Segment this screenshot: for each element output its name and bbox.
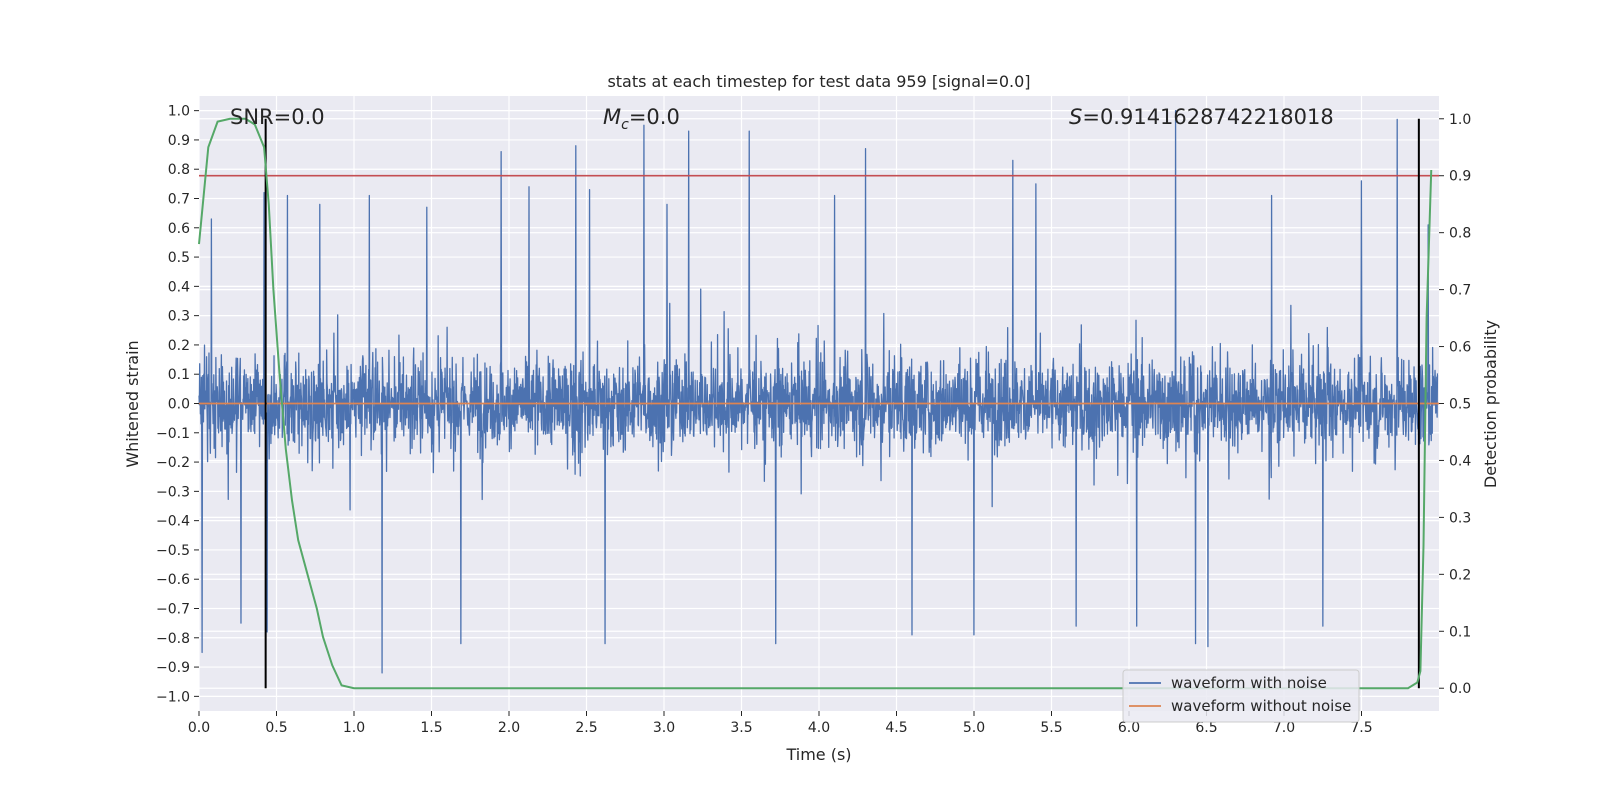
y-tick-label: −0.6: [156, 572, 190, 588]
y2-axis-label: Detection probability: [1481, 320, 1500, 488]
y-tick-label: −0.8: [156, 631, 190, 647]
y2-tick-label: 0.0: [1449, 681, 1471, 697]
y-tick-label: −0.1: [156, 426, 190, 442]
y-tick-label: −1.0: [156, 689, 190, 705]
score-annotation: S=0.9141628742218018: [1069, 105, 1334, 129]
y-tick-label: −0.9: [156, 660, 190, 676]
score-value: =0.9141628742218018: [1082, 105, 1333, 129]
x-tick-label: 3.0: [653, 720, 675, 736]
y2-tick-label: 0.7: [1449, 283, 1471, 299]
y-tick-label: 0.0: [168, 397, 190, 413]
y2-tick-label: 0.2: [1449, 567, 1471, 583]
x-tick-label: 4.0: [808, 720, 830, 736]
y-tick-label: 0.1: [168, 367, 190, 383]
chirp-mass-subscript: c: [621, 117, 629, 133]
x-tick-label: 2.5: [575, 720, 597, 736]
x-tick-label: 4.5: [885, 720, 907, 736]
chirp-mass-annotation: Mc=0.0: [603, 105, 680, 133]
y-tick-label: −0.4: [156, 514, 190, 530]
x-tick-label: 0.5: [265, 720, 287, 736]
legend-label-noisy: waveform with noise: [1171, 674, 1327, 692]
legend-label-clean: waveform without noise: [1171, 697, 1351, 715]
x-axis-label: Time (s): [785, 745, 851, 764]
detection-probability-line: [198, 117, 1433, 690]
y-tick-label: 0.9: [168, 133, 190, 149]
chirp-mass-value: =0.0: [629, 105, 680, 129]
y-tick-label: 0.4: [168, 279, 190, 295]
x-tick-label: 7.5: [1350, 720, 1372, 736]
y2-tick-label: 0.6: [1449, 340, 1471, 356]
data-layer: [198, 109, 1439, 674]
y2-tick-label: 0.3: [1449, 510, 1471, 526]
waveform-with-noise-line: [198, 109, 1439, 674]
x-tick-label: 5.0: [963, 720, 985, 736]
x-tick-label: 0.0: [188, 720, 210, 736]
x-tick-label: 2.0: [498, 720, 520, 736]
x-tick-label: 5.5: [1040, 720, 1062, 736]
y-tick-label: 0.6: [168, 221, 190, 237]
chart-title: stats at each timestep for test data 959…: [607, 72, 1030, 91]
overlay-layer: [198, 117, 1439, 690]
y-tick-label: −0.3: [156, 484, 190, 500]
score-symbol: S: [1069, 105, 1082, 129]
snr-annotation: SNR=0.0: [230, 105, 325, 129]
x-tick-label: 6.5: [1195, 720, 1217, 736]
y-tick-label: 0.3: [168, 309, 190, 325]
legend: waveform with noise waveform without noi…: [1122, 669, 1360, 723]
x-tick-label: 1.0: [343, 720, 365, 736]
chirp-mass-symbol: M: [603, 105, 621, 129]
y2-tick-label: 0.4: [1449, 453, 1471, 469]
x-tick-label: 1.5: [420, 720, 442, 736]
x-tick-label: 6.0: [1118, 720, 1140, 736]
x-tick-label: 7.0: [1273, 720, 1295, 736]
y-tick-label: −0.2: [156, 455, 190, 471]
y-tick-label: 0.8: [168, 162, 190, 178]
y2-tick-label: 0.9: [1449, 169, 1471, 185]
y2-tick-label: 0.1: [1449, 624, 1471, 640]
y-axis-label: Whitened strain: [123, 340, 142, 467]
y-tick-label: 1.0: [168, 104, 190, 120]
y2-tick-label: 0.8: [1449, 226, 1471, 242]
y-tick-label: 0.7: [168, 192, 190, 208]
y-tick-label: 0.2: [168, 338, 190, 354]
y-tick-label: −0.5: [156, 543, 190, 559]
y2-tick-label: 0.5: [1449, 397, 1471, 413]
x-tick-label: 3.5: [730, 720, 752, 736]
legend-box: [1122, 669, 1360, 723]
y-tick-label: −0.7: [156, 602, 190, 618]
y-tick-label: 0.5: [168, 250, 190, 266]
y2-tick-label: 1.0: [1449, 112, 1471, 128]
